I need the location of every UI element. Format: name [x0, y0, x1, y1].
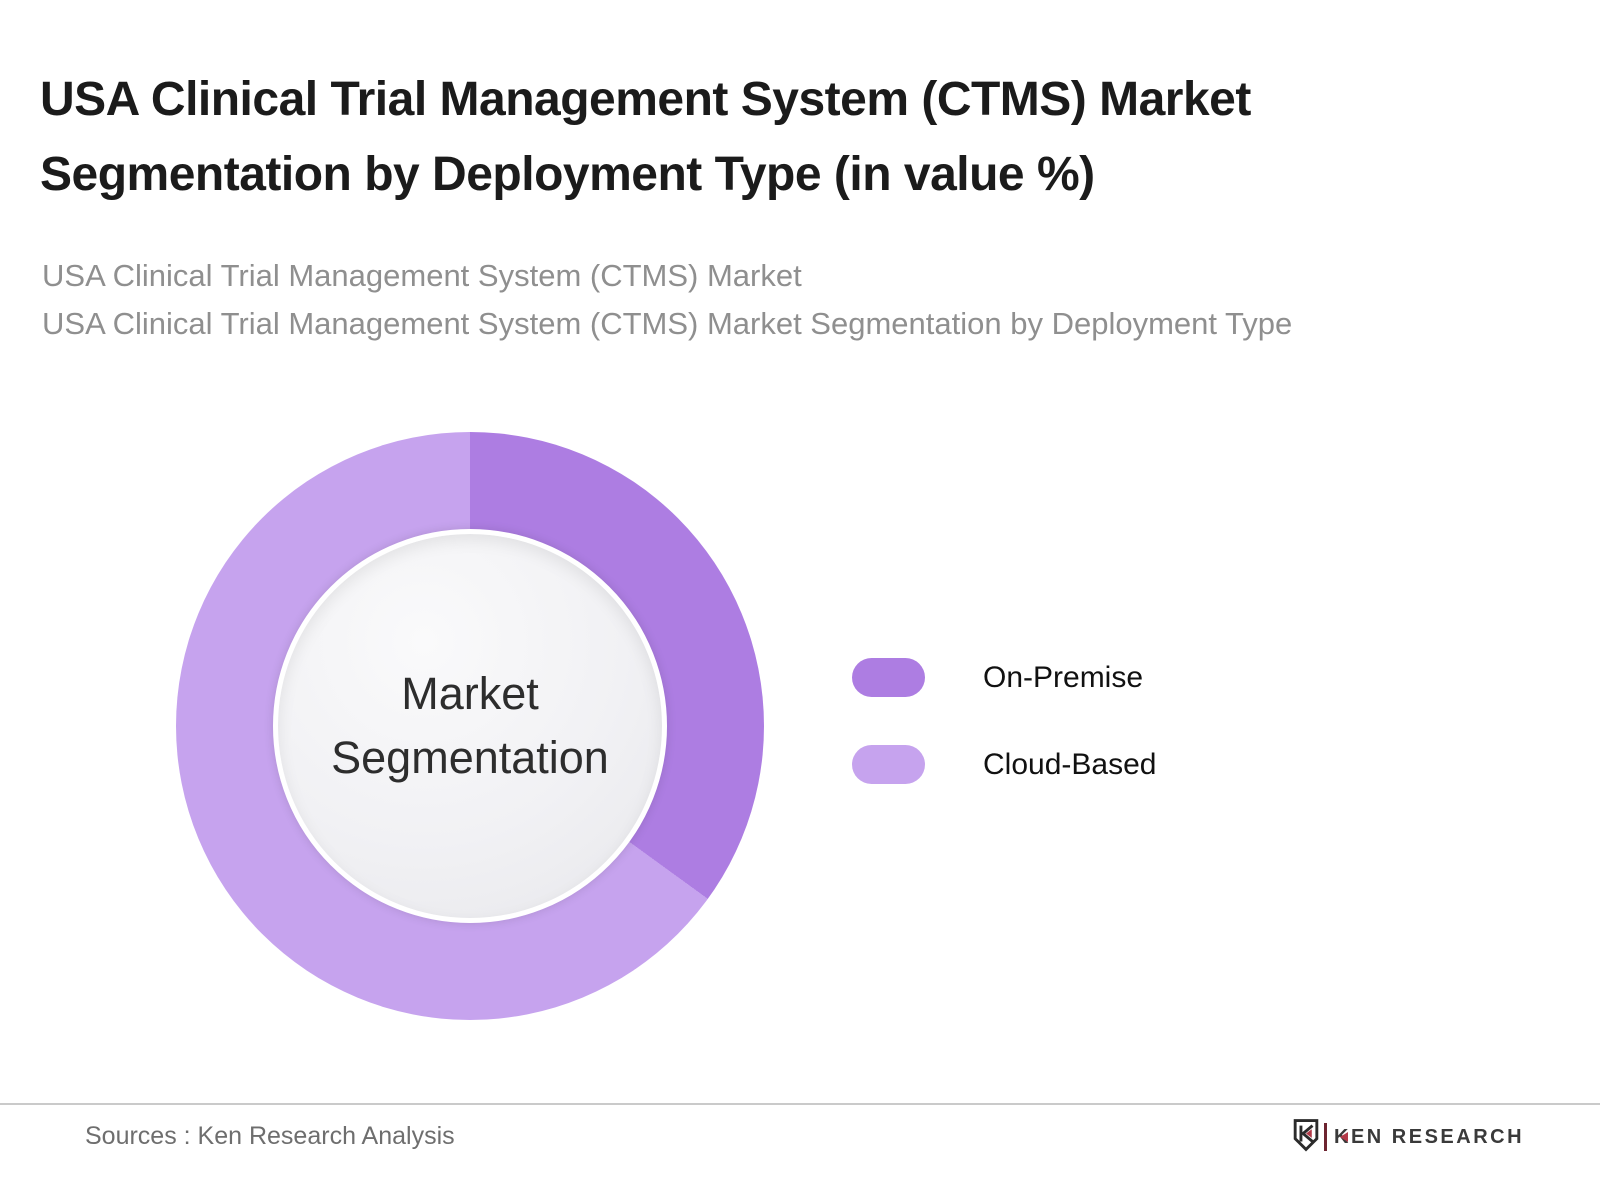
source-attribution: Sources : Ken Research Analysis [85, 1122, 455, 1150]
ken-research-logo: KEN RESEARCH [1293, 1118, 1524, 1156]
legend-label: On-Premise [983, 660, 1144, 694]
brand-k-triangle-icon [1340, 1131, 1348, 1142]
donut-center-label: Market Segmentation [331, 668, 609, 783]
donut-chart: Market Segmentation [176, 432, 764, 1020]
on-premise-swatch-icon [852, 658, 925, 697]
legend-label: Cloud-Based [983, 747, 1157, 781]
logo-separator [1324, 1123, 1327, 1151]
subtitle-line-1: USA Clinical Trial Management System (CT… [42, 258, 802, 293]
chart-subtitle: USA Clinical Trial Management System (CT… [42, 252, 1582, 348]
page-title: USA Clinical Trial Management System (CT… [40, 73, 1251, 201]
cloud-based-swatch-icon [852, 745, 925, 784]
brand-wordmark: KEN RESEARCH [1334, 1125, 1525, 1148]
ken-research-shield-icon [1293, 1118, 1319, 1157]
subtitle-line-2: USA Clinical Trial Management System (CT… [42, 306, 1293, 341]
footer-divider [0, 1103, 1600, 1105]
legend-item-cloud-based: Cloud-Based [852, 745, 1156, 784]
chart-legend: On-Premise Cloud-Based [852, 658, 1156, 832]
legend-item-on-premise: On-Premise [852, 658, 1156, 697]
donut-center-circle: Market Segmentation [273, 529, 667, 923]
